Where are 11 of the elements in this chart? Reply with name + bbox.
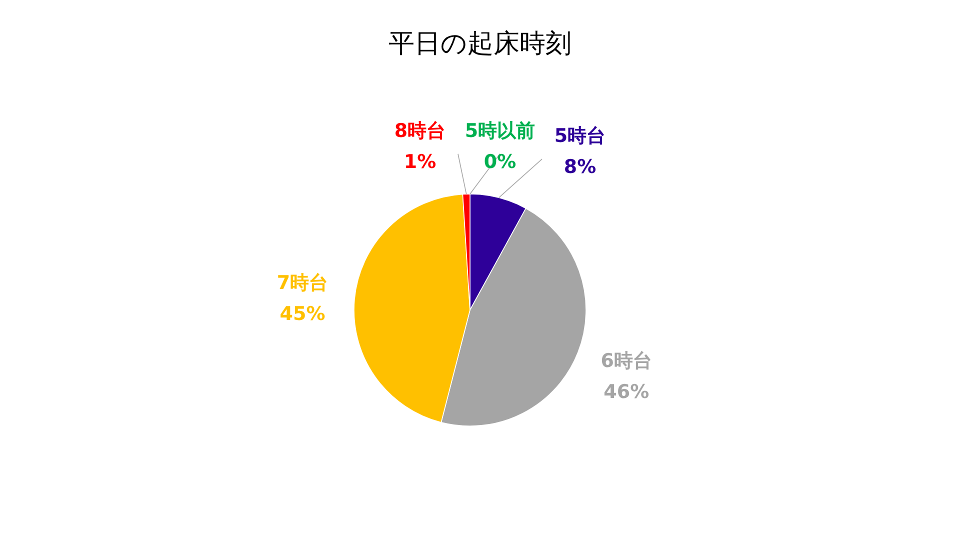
category-label: 5時以前: [464, 120, 536, 142]
slice-label: 5時台: [554, 125, 606, 148]
data-label: 46%: [604, 380, 650, 403]
data-label: 45%: [280, 303, 326, 326]
chart-title: 平日の起床時刻: [388, 29, 572, 59]
slice-label: 7時台: [276, 272, 328, 294]
slice-label: 6時台: [600, 350, 652, 372]
data-label: 1%: [404, 150, 436, 173]
data-label: 8%: [564, 156, 596, 178]
slice-label: 8時台: [394, 120, 446, 142]
text: 0%: [484, 150, 516, 173]
